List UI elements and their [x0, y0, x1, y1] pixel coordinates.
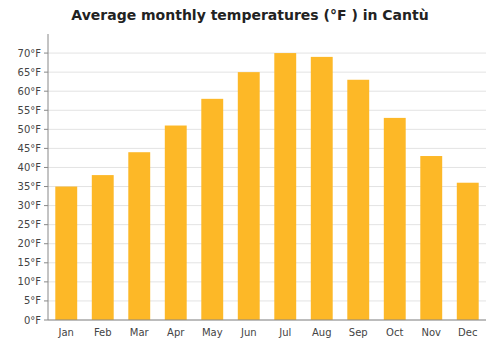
chart: 0°F 5°F 10°F 15°F 20°F 25°F 30°F 35°F 40°F 45°F 50… [0, 0, 500, 350]
y-tick [44, 320, 48, 321]
y-tick-label: 55°F [18, 105, 42, 116]
y-tick-label: 10°F [18, 276, 42, 287]
bar [347, 80, 369, 320]
y-tick-label: 70°F [18, 48, 42, 59]
grid-line [48, 110, 486, 111]
y-tick [44, 91, 48, 92]
y-tick [44, 148, 48, 149]
y-tick [44, 262, 48, 263]
y-tick [44, 205, 48, 206]
x-tick-label: Dec [458, 327, 477, 338]
y-tick-label: 45°F [18, 143, 42, 154]
y-tick-label: 20°F [18, 238, 42, 249]
grid-line [48, 72, 486, 73]
bar [165, 126, 187, 320]
bar [384, 118, 406, 320]
bar [457, 183, 479, 320]
y-tick [44, 129, 48, 130]
x-axis: Jan Feb Mar Apr May Jun Jul Aug Sep Oct Nov Dec [48, 320, 486, 338]
bars [55, 53, 478, 320]
y-tick-label: 25°F [18, 219, 42, 230]
grid-line [48, 148, 486, 149]
title: Average monthly temperatures (°F ) in Ca… [71, 7, 428, 23]
bar [92, 175, 114, 320]
y-tick-label: 40°F [18, 162, 42, 173]
y-tick-label: 30°F [18, 200, 42, 211]
y-axis: 0°F 5°F 10°F 15°F 20°F 25°F 30°F 35°F 40°F 45°F 50… [18, 34, 48, 326]
bar [311, 57, 333, 320]
y-tick [44, 281, 48, 282]
x-tick-label: Mar [130, 327, 150, 338]
x-tick-label: Nov [421, 327, 441, 338]
y-tick-label: 50°F [18, 124, 42, 135]
x-tick-label: May [202, 327, 223, 338]
y-tick [44, 53, 48, 54]
chart-container: 0°F 5°F 10°F 15°F 20°F 25°F 30°F 35°F 40°F 45°F 50… [0, 0, 500, 350]
y-tick-label: 60°F [18, 86, 42, 97]
y-tick [44, 300, 48, 301]
x-axis-line [48, 320, 486, 321]
x-tick-label: Jul [278, 327, 291, 338]
bar [238, 72, 260, 320]
grid-line [48, 53, 486, 54]
bar [128, 152, 150, 320]
x-tick-label: Sep [349, 327, 368, 338]
y-tick-label: 5°F [24, 295, 41, 306]
bar [55, 187, 77, 320]
x-tick-label: Oct [386, 327, 403, 338]
y-tick-label: 15°F [18, 257, 42, 268]
y-axis-line [48, 34, 49, 320]
x-tick-label: Jun [240, 327, 257, 338]
grid [48, 53, 486, 320]
y-tick [44, 72, 48, 73]
bar [274, 53, 296, 320]
y-tick-label: 65°F [18, 67, 42, 78]
bar [201, 99, 223, 320]
y-tick [44, 186, 48, 187]
x-tick-label: Feb [94, 327, 112, 338]
x-tick-label: Aug [312, 327, 332, 338]
bar [420, 156, 442, 320]
grid-line [48, 129, 486, 130]
grid-line [48, 320, 486, 321]
x-tick-label: Jan [58, 327, 74, 338]
y-tick-label: 0°F [24, 315, 41, 326]
y-tick [44, 110, 48, 111]
y-tick [44, 243, 48, 244]
y-tick-label: 35°F [18, 181, 42, 192]
y-tick [44, 224, 48, 225]
x-tick-label: Apr [167, 327, 185, 338]
grid-line [48, 91, 486, 92]
y-tick [44, 167, 48, 168]
